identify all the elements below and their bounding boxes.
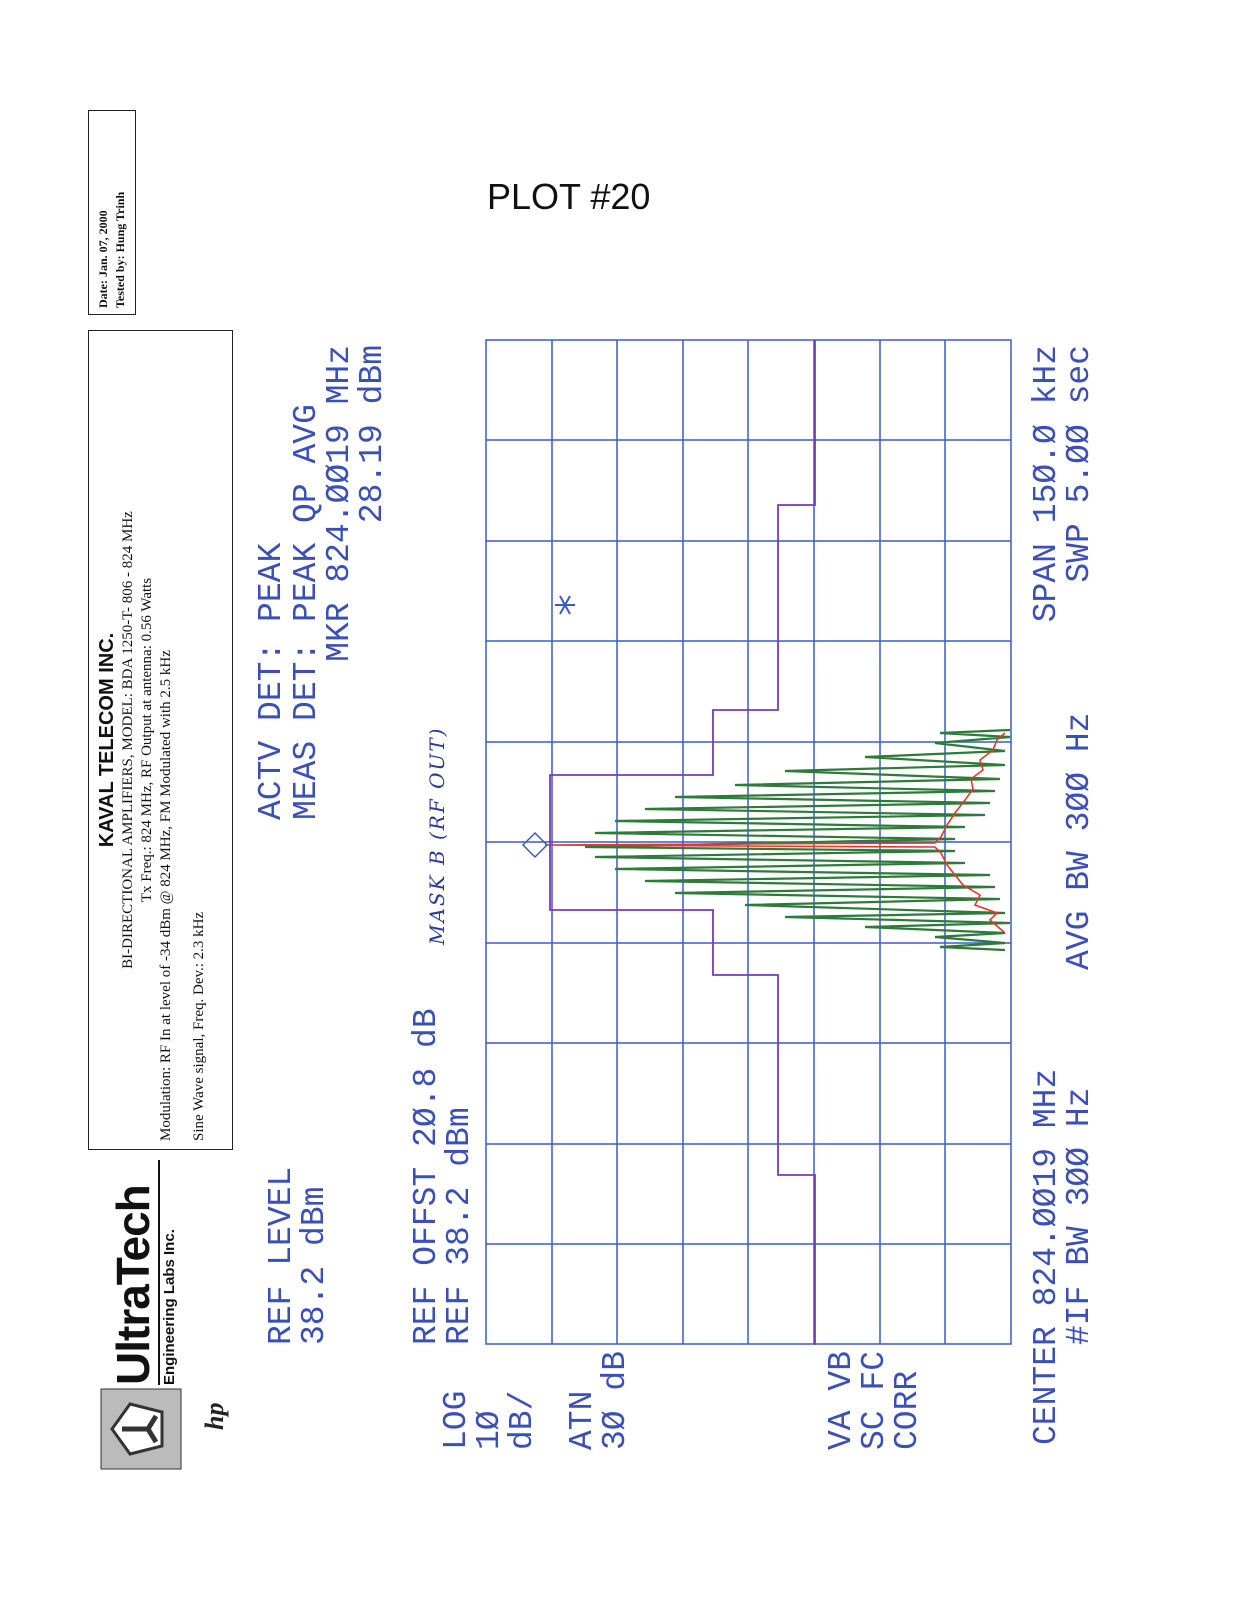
company: KAVAL TELECOM INC.	[96, 632, 118, 848]
graticule	[485, 339, 1012, 1345]
spectrum-plot	[485, 339, 1012, 1345]
header-box: KAVAL TELECOM INC. BI-DIRECTIONAL AMPLIF…	[88, 330, 233, 1150]
scale: 3Ø dB	[597, 1350, 634, 1450]
detector: MEAS DET: PEAK QP AVG	[288, 404, 325, 820]
header-line: Tx Freq.: 824 MHz, RF Output at antenna:…	[139, 577, 155, 903]
flag: VA VB	[823, 1350, 860, 1450]
marker-asterisk	[555, 595, 575, 615]
marker: MKR 824.ØØ19 MHz	[321, 345, 358, 662]
flag: CORR	[889, 1370, 926, 1450]
detector: ACTV DET: PEAK	[253, 542, 290, 820]
header-line: Modulation: RF In at level of -34 dBm @ …	[158, 650, 174, 1141]
mask-note: MASK B (RF OUT)	[425, 726, 449, 945]
trace-red	[544, 732, 1006, 934]
ref-level: 38.2 dBm	[296, 1186, 333, 1345]
header-line: Sine Wave signal, Freq. Dev.: 2.3 kHz	[191, 911, 207, 1141]
date: Date: Jan. 07, 2000	[96, 210, 110, 308]
flag: SC FC	[856, 1350, 893, 1450]
center: #IF BW 3ØØ Hz	[1061, 1087, 1098, 1345]
scale: dB/	[504, 1390, 541, 1450]
center: CENTER 824.ØØ19 MHz	[1028, 1068, 1065, 1445]
marker-diamond	[521, 831, 549, 859]
tested-by: Tested by: Hung Trinh	[113, 191, 127, 308]
logo-shape	[122, 1414, 159, 1444]
avg-bw: AVG BW 3ØØ Hz	[1061, 712, 1098, 970]
trace-green	[584, 728, 1011, 952]
scale: LOG	[438, 1390, 475, 1450]
span: SPAN 15Ø.Ø kHz	[1028, 345, 1065, 623]
scale: ATN	[564, 1390, 601, 1450]
hp-mark: hp	[200, 1402, 229, 1430]
ref-level: REF LEVEL	[263, 1166, 300, 1345]
logo-name: UltraTech	[107, 1185, 159, 1385]
span: SWP 5.ØØ sec	[1061, 345, 1098, 583]
header-line: BI-DIRECTIONAL AMPLIFIERS, MODEL: BDA 12…	[120, 511, 136, 969]
scale: 1Ø	[471, 1410, 508, 1450]
date-box: Date: Jan. 07, 2000 Tested by: Hung Trin…	[88, 110, 136, 315]
logo-subtitle: Engineering Labs Inc.	[161, 1229, 178, 1385]
logo-icon	[100, 1388, 182, 1470]
logo-rule	[158, 1160, 160, 1385]
ref-offset: REF 38.2 dBm	[441, 1107, 478, 1345]
plot-title: PLOT #20	[487, 176, 651, 217]
mask-line	[549, 340, 816, 1345]
ref-offset: REF OFFST 2Ø.8 dB	[408, 1008, 445, 1345]
grid-lines	[486, 340, 1011, 1344]
marker: 28.19 dBm	[354, 345, 391, 524]
